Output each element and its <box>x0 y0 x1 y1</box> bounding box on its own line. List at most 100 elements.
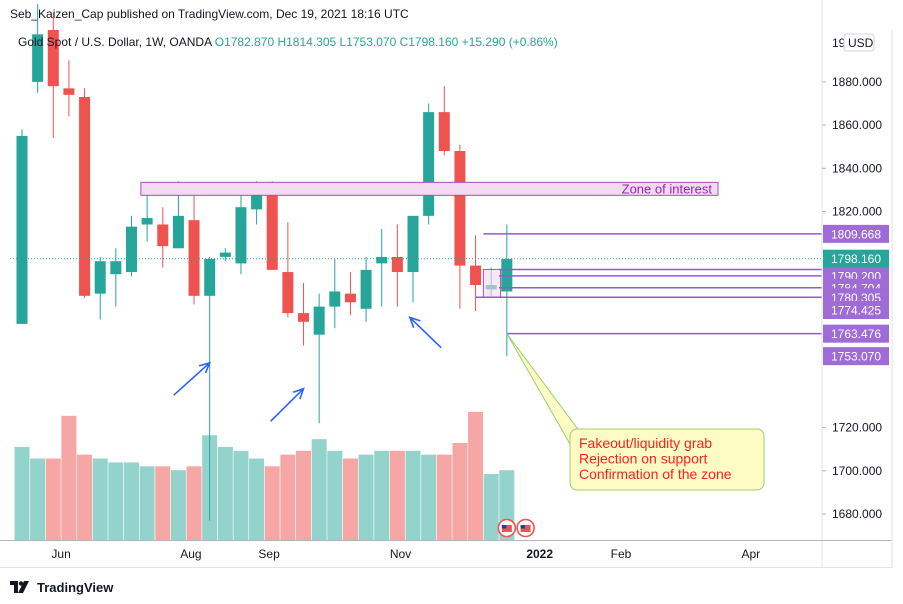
y-tick-label: 1860.000 <box>832 118 882 132</box>
candle-body <box>235 207 247 264</box>
annotation-arrowhead <box>408 316 421 329</box>
callout-text: Confirmation of the zone <box>579 466 732 482</box>
x-tick-label: Nov <box>390 547 411 561</box>
flag-canton <box>501 525 507 529</box>
candle-body <box>204 259 216 296</box>
current-price-label-box <box>823 249 889 268</box>
candle-body <box>47 30 59 87</box>
annotation-arrowhead <box>198 361 212 374</box>
tradingview-brand: TradingView <box>37 579 114 595</box>
candle-body <box>63 88 75 95</box>
volume-bar <box>139 466 155 540</box>
y-tick-label: 1840.000 <box>832 161 882 175</box>
tradingview-logo-icon <box>10 581 29 593</box>
volume-bar <box>452 443 468 540</box>
tradingview-logo[interactable]: TradingView <box>10 578 113 596</box>
legend-change: +15.290 (+0.86%) <box>462 35 558 49</box>
volume-bar <box>155 466 171 540</box>
callout-pointer <box>506 333 581 445</box>
volume-bar <box>170 470 186 540</box>
volume-bar <box>358 454 374 540</box>
candle-body <box>329 291 341 307</box>
y-tick-label: 1820.000 <box>832 205 882 219</box>
volume-bar <box>280 454 296 540</box>
candle-body <box>313 306 325 335</box>
candle-body <box>470 265 482 285</box>
level-label: 1774.425 <box>831 304 881 318</box>
volume-bar <box>483 474 499 540</box>
legend-low: L1753.070 <box>340 35 400 49</box>
annotation-arrow <box>270 388 305 422</box>
volume-bar <box>436 454 452 540</box>
level-label: 1753.070 <box>831 350 881 364</box>
candle-body <box>32 34 44 82</box>
ohlc-legend: Gold Spot / U.S. Dollar, 1W, OANDA O1782… <box>18 35 558 49</box>
x-tick-label: Feb <box>611 547 632 561</box>
volume-layer <box>14 412 515 540</box>
volume-bar <box>249 458 265 540</box>
publish-header: Seb_Kaizen_Cap published on TradingView.… <box>10 7 409 21</box>
legend-open: O1782.870 <box>215 35 278 49</box>
volume-bar <box>92 458 108 540</box>
candle-body <box>266 187 278 270</box>
range-highlight-box <box>482 268 502 298</box>
volume-bar <box>77 454 93 540</box>
volume-bar <box>264 466 280 540</box>
candle-body <box>157 224 169 247</box>
candle-body <box>251 187 263 210</box>
legend-symbol: Gold Spot / U.S. Dollar, 1W, OANDA <box>18 35 215 49</box>
candle-body <box>344 293 356 303</box>
volume-bar <box>405 450 421 540</box>
x-tick-label: Sep <box>258 547 280 561</box>
y-tick-label: 1700.000 <box>832 464 882 478</box>
volume-bar <box>61 415 77 540</box>
annotation-arrow <box>409 316 442 349</box>
annotation-arrowhead <box>292 387 305 400</box>
callout-box <box>569 428 765 491</box>
zone-label: Zone of interest <box>622 181 713 196</box>
currency-label: USD <box>848 36 874 50</box>
candle-body <box>79 96 91 296</box>
current-price-label: 1798.160 <box>831 252 881 266</box>
candle-body <box>188 220 200 296</box>
level-label-box <box>823 224 889 243</box>
candle-body <box>438 112 450 152</box>
candle-body <box>282 272 294 314</box>
volume-bar <box>186 466 202 540</box>
volume-bar <box>14 446 30 540</box>
volume-bar <box>374 450 390 540</box>
candle-body <box>110 261 122 275</box>
candle-body <box>16 135 28 324</box>
candles-layer <box>16 4 513 521</box>
overlay-layer: Zone of interest1809.6681793.1551790.200… <box>10 35 889 538</box>
legend-high: H1814.305 <box>277 35 339 49</box>
x-tick-label: Apr <box>741 547 760 561</box>
candle-body <box>423 112 435 216</box>
flag-canton <box>520 525 526 529</box>
level-label: 1763.476 <box>831 327 881 341</box>
level-label-box <box>823 347 889 366</box>
flag-stripes <box>520 525 531 532</box>
volume-bar <box>468 412 484 540</box>
candle-body <box>360 269 372 309</box>
candle-body <box>219 252 231 257</box>
candle-body <box>391 256 403 273</box>
candle-body <box>298 313 310 322</box>
callout-text: Fakeout/liquidity grab <box>579 435 712 451</box>
volume-bar <box>30 458 46 540</box>
candle-body <box>407 215 419 273</box>
legend-close: C1798.160 <box>400 35 462 49</box>
level-label-box <box>823 324 889 343</box>
volume-bar <box>217 446 233 540</box>
volume-bar <box>45 458 61 540</box>
zone-of-interest <box>140 181 719 196</box>
currency-badge <box>843 33 875 52</box>
candle-body <box>141 218 153 225</box>
y-tick-label: 1880.000 <box>832 75 882 89</box>
y-tick-label: 1680.000 <box>832 507 882 521</box>
volume-bar <box>296 450 312 540</box>
volume-bar <box>342 458 358 540</box>
volume-bar <box>389 450 405 540</box>
volume-bar <box>123 462 139 540</box>
